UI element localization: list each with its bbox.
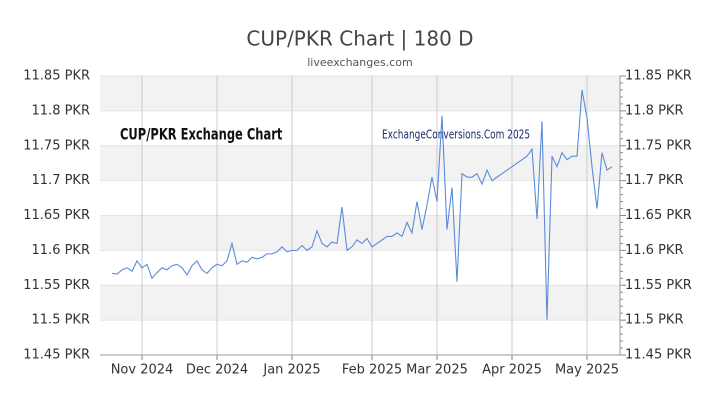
y2-tick-label: 11.6 PKR [625,243,683,258]
x-tick-label: May 2025 [555,363,619,378]
y2-tick-label: 11.7 PKR [625,173,683,188]
y2-tick-label: 11.8 PKR [625,103,683,118]
x-tick-label: Mar 2025 [406,363,468,378]
y-tick-label: 11.6 PKR [32,243,90,258]
y-tick-label: 11.75 PKR [23,138,90,153]
y2-tick-label: 11.5 PKR [625,313,683,328]
y2-tick-label: 11.85 PKR [625,69,692,84]
x-tick-label: Nov 2024 [111,363,174,378]
y-tick-label: 11.65 PKR [23,208,90,223]
chart-title: CUP/PKR Chart | 180 D [246,27,473,51]
y2-tick-label: 11.45 PKR [625,348,692,363]
y-tick-label: 11.55 PKR [23,278,90,293]
annotation: CUP/PKR Exchange Chart [120,126,282,144]
series-line [111,89,613,321]
grid-band [100,215,620,251]
x-tick-label: Feb 2025 [342,363,402,378]
y-tick-label: 11.8 PKR [32,103,90,118]
y2-tick-label: 11.75 PKR [625,138,692,153]
y2-tick-label: 11.65 PKR [625,208,692,223]
x-tick-label: Dec 2024 [186,363,248,378]
y-tick-label: 11.85 PKR [23,69,90,84]
chart-subtitle: liveexchanges.com [307,56,412,69]
annotation: ExchangeConversions.Com 2025 [382,128,530,142]
y-tick-label: 11.45 PKR [23,348,90,363]
grid-band [100,76,620,111]
y-tick-label: 11.5 PKR [32,313,90,328]
grid-band [100,145,620,181]
y-tick-label: 11.7 PKR [32,173,90,188]
grid-band [100,285,620,321]
x-tick-label: Jan 2025 [262,363,320,378]
x-tick-label: Apr 2025 [482,363,542,378]
y2-tick-label: 11.55 PKR [625,278,692,293]
